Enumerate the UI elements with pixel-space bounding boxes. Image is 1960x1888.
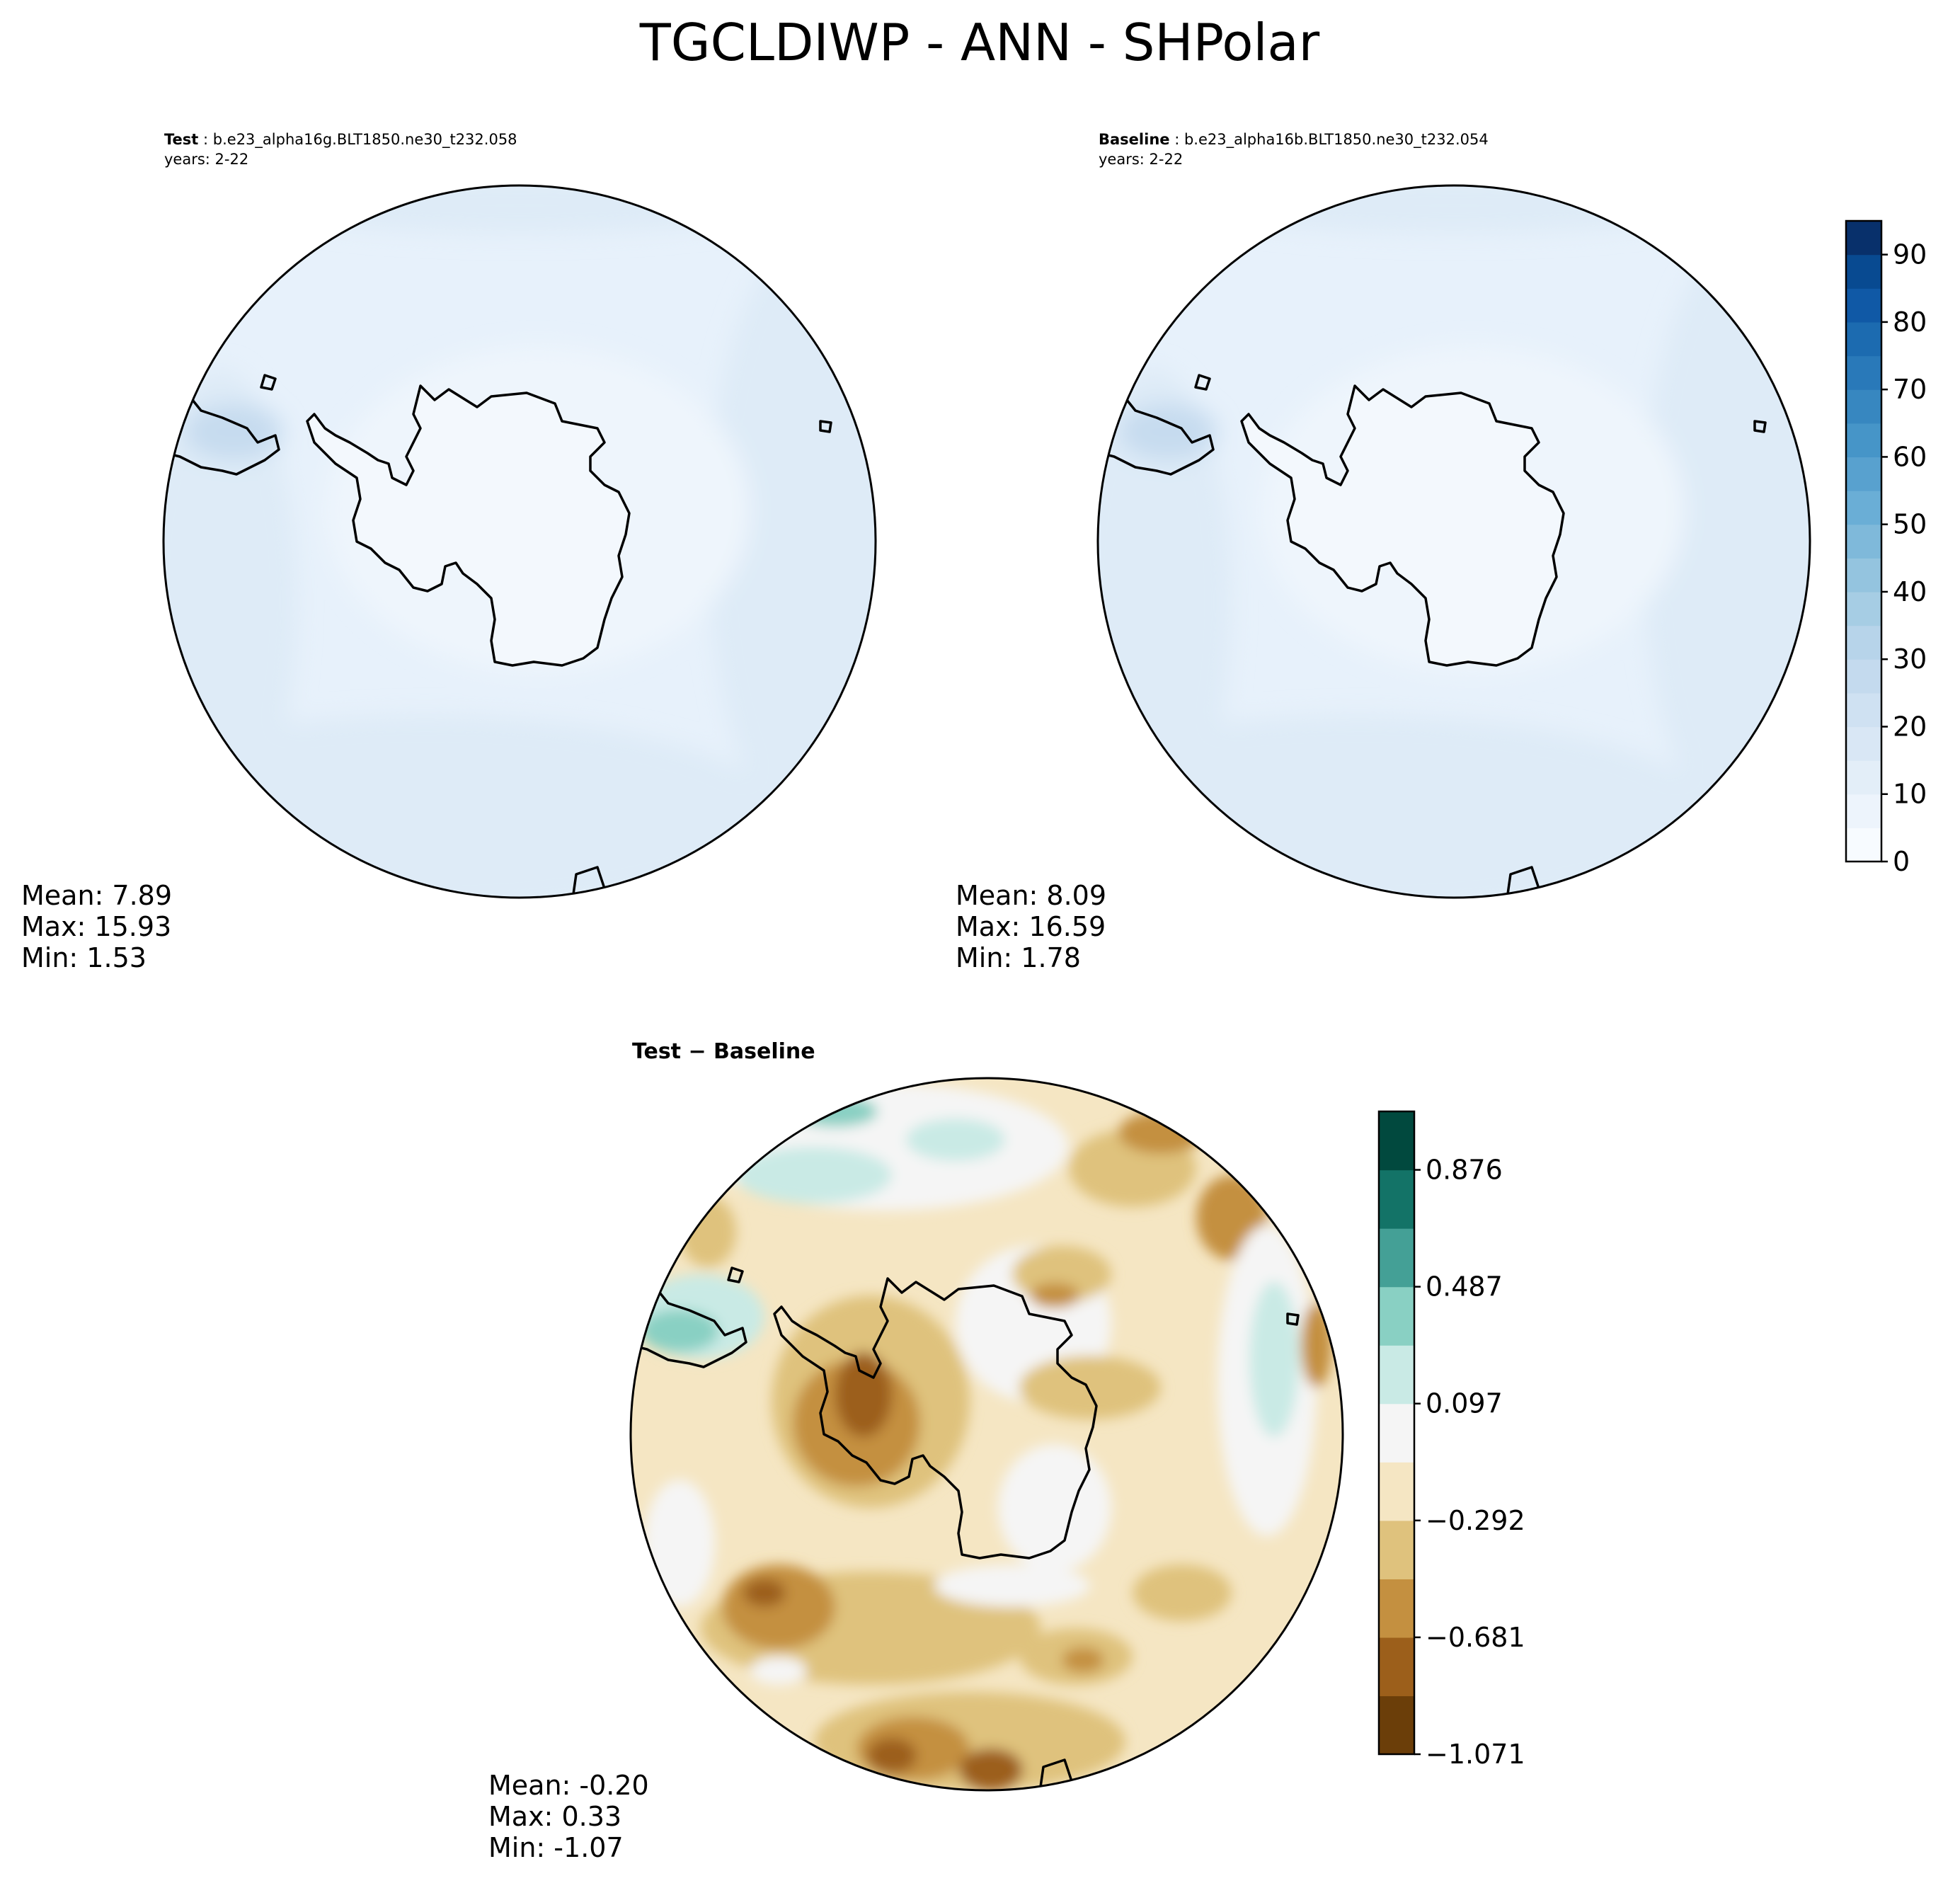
baseline-years: years: 2-22 [1099,151,1183,168]
baseline-stat-mean: Mean: 8.09 [956,880,1106,911]
colorbar-diff-swatch [1379,1111,1414,1171]
colorbar-main-swatch [1846,491,1881,525]
colorbar-main-tick-label: 0 [1893,846,1910,877]
colorbar-main-swatch [1846,288,1881,323]
colorbar-main-tick-label: 40 [1893,576,1927,607]
baseline-map [1098,185,1810,898]
colorbar-main-swatch [1846,692,1881,728]
colorbar-diff-tick-label: −0.681 [1426,1622,1525,1653]
colorbar-diff-frame [1377,1110,1416,1756]
colorbar-main-swatch [1846,355,1881,390]
test-case-label: Test [164,131,198,148]
colorbar-diff-tick-label: 0.487 [1426,1271,1503,1303]
colorbar-diff-swatch [1379,1169,1414,1229]
colorbar-main-swatch [1846,760,1881,795]
colorbar-diff-swatch [1379,1695,1414,1755]
test-years: years: 2-22 [164,151,248,168]
test-stat-mean: Mean: 7.89 [21,880,172,911]
colorbar-main-tick-label: 80 [1893,307,1927,338]
colorbar-main-tick-label: 70 [1893,374,1927,405]
colorbar-diff-swatch [1379,1403,1414,1463]
test-stat-max: Max: 15.93 [21,911,171,942]
colorbar-main-swatch [1846,321,1881,357]
baseline-stat-min: Min: 1.78 [956,942,1081,973]
baseline-case-name: b.e23_alpha16b.BLT1850.ne30_t232.054 [1184,131,1489,149]
panel-diff: Test − Baseline [488,1039,1344,1863]
colorbar-diff-tick-label: 0.876 [1426,1155,1503,1186]
test-stat-min: Min: 1.53 [21,942,147,973]
colorbar-main-swatch [1846,221,1881,256]
test-map-boundary [162,184,877,899]
test-case-line: Test : b.e23_alpha16g.BLT1850.ne30_t232.… [164,131,517,149]
colorbar-main-swatch [1846,558,1881,593]
diff-stat-max: Max: 0.33 [488,1801,621,1832]
baseline-stat-max: Max: 16.59 [956,911,1106,942]
colorbar-main-frame [1845,219,1883,863]
panel-baseline: Baseline : b.e23_alpha16b.BLT1850.ne30_t… [956,131,1811,973]
diff-stat-min: Min: -1.07 [488,1832,624,1863]
colorbar-diff-tick-label: −0.292 [1426,1505,1525,1536]
colorbar-main-swatch [1846,524,1881,559]
colorbar-main-swatch [1846,591,1881,627]
diff-title: Test − Baseline [632,1039,815,1064]
colorbar-diff-swatch [1379,1228,1414,1288]
colorbar-main-swatch [1846,389,1881,424]
diff-stat-mean: Mean: -0.20 [488,1770,649,1801]
colorbar-main-tick-label: 30 [1893,643,1927,675]
colorbar-main-tick-label: 20 [1893,711,1927,742]
colorbar-main-tick-label: 10 [1893,779,1927,810]
colorbar-diff-swatch [1379,1579,1414,1638]
baseline-case-line: Baseline : b.e23_alpha16b.BLT1850.ne30_t… [1099,131,1489,149]
test-map [164,185,876,898]
colorbar-main-tick-label: 60 [1893,441,1927,472]
diff-map [631,1078,1343,1790]
colorbar-main-tick-label: 50 [1893,509,1927,540]
colorbar-diff-swatch [1379,1462,1414,1521]
panel-test: Test : b.e23_alpha16g.BLT1850.ne30_t232.… [21,131,877,973]
colorbar-main-swatch [1846,254,1881,289]
colorbar-main-swatch [1846,794,1881,828]
colorbar-diff-swatch [1379,1520,1414,1579]
diff-map-boundary [629,1077,1344,1792]
colorbar-main-swatch [1846,659,1881,694]
colorbar-diff-tick-label: −1.071 [1426,1739,1525,1770]
colorbar-diff-swatch [1379,1345,1414,1404]
colorbar-diff: −1.071 −0.681 −0.292 0.097 0.487 0.876 [1377,1110,1525,1770]
colorbar-diff-swatch [1379,1637,1414,1697]
baseline-case-label: Baseline [1099,131,1170,148]
colorbar-diff-tick-label: 0.097 [1426,1388,1503,1419]
colorbar-main-swatch [1846,828,1881,862]
figure-title: TGCLDIWP - ANN - SHPolar [639,13,1320,72]
colorbar-main-swatch [1846,726,1881,761]
colorbar-main: 0 10 20 30 40 50 60 70 80 90 [1845,219,1927,877]
colorbar-main-swatch [1846,625,1881,660]
colorbar-main-swatch [1846,423,1881,458]
baseline-map-boundary [1096,184,1811,899]
colorbar-diff-swatch [1379,1286,1414,1346]
colorbar-main-tick-label: 90 [1893,239,1927,270]
test-case-name: b.e23_alpha16g.BLT1850.ne30_t232.058 [213,131,517,149]
colorbar-main-swatch [1846,457,1881,491]
